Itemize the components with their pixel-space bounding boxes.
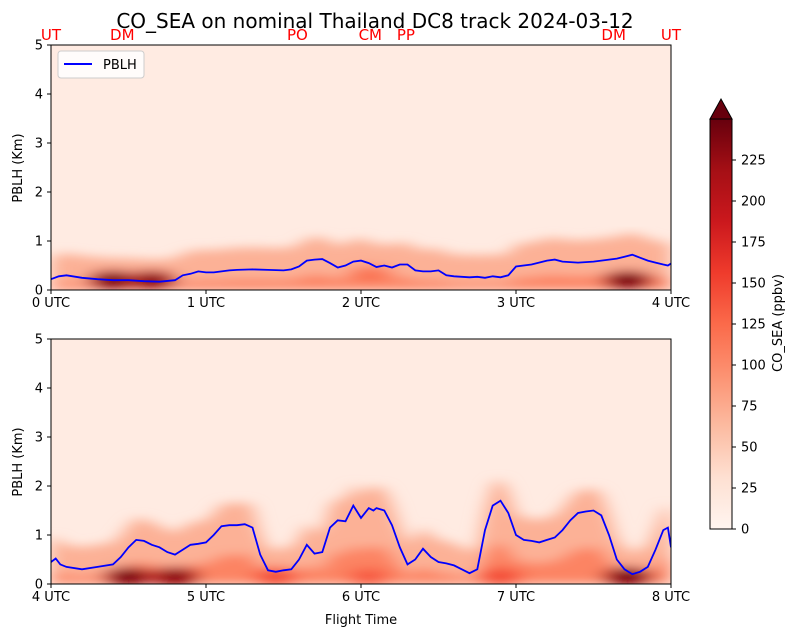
bottom-y-axis-label: PBLH (Km) — [11, 427, 26, 496]
boundary-layer-band — [51, 478, 671, 584]
colorbar-tick-label: 100 — [741, 359, 766, 374]
colorbar-tick-label: 200 — [741, 195, 766, 210]
colorbar-gradient — [709, 118, 733, 530]
legend: PBLH — [57, 50, 145, 79]
heatmap-hotspot — [354, 570, 383, 583]
y-tick-label: 3 — [35, 137, 43, 152]
site-label: PP — [397, 26, 415, 44]
legend-box — [57, 50, 145, 79]
y-tick-label: 0 — [35, 284, 43, 299]
x-tick-label: 7 UTC — [497, 590, 535, 605]
colorbar-ticks: 0 25 50 75 100 125 150 175 200 225 — [732, 154, 766, 538]
bottom-y-axis: 0 1 2 3 4 5 — [35, 333, 51, 593]
x-axis-label: Flight Time — [325, 613, 397, 628]
y-tick-label: 5 — [35, 333, 43, 348]
x-tick-label: 0 UTC — [32, 296, 70, 311]
heatmap-hotspot — [613, 274, 642, 287]
colorbar-tick-label: 75 — [741, 400, 758, 415]
colorbar-tick-label: 225 — [741, 154, 766, 169]
y-tick-label: 1 — [35, 529, 43, 544]
y-tick-label: 2 — [35, 186, 43, 201]
colorbar-tick-label: 50 — [741, 441, 758, 456]
colorbar-extend-max-icon — [709, 97, 733, 120]
top-y-axis-label: PBLH (Km) — [11, 133, 26, 202]
colorbar-tick-label: 175 — [741, 236, 766, 251]
x-tick-label: 1 UTC — [187, 296, 225, 311]
x-tick-label: 3 UTC — [497, 296, 535, 311]
x-tick-label: 8 UTC — [652, 590, 690, 605]
x-tick-label: 4 UTC — [652, 296, 690, 311]
x-tick-label: 2 UTC — [342, 296, 380, 311]
x-tick-label: 5 UTC — [187, 590, 225, 605]
bottom-panel: 4 UTC 5 UTC 6 UTC 7 UTC 8 UTC 0 1 2 3 4 5 PBLH (K… — [11, 333, 690, 629]
site-label: DM — [601, 26, 626, 44]
top-y-axis: 0 1 2 3 4 5 — [35, 39, 51, 299]
legend-pblh-label: PBLH — [103, 58, 137, 73]
site-label: CM — [359, 26, 382, 44]
colorbar: 0 25 50 75 100 125 150 175 200 225 CO_SEA (ppbv) — [709, 97, 786, 538]
pblh-line — [51, 499, 671, 576]
chart-title: CO_SEA on nominal Thailand DC8 track 202… — [116, 9, 633, 33]
site-label: UT — [661, 26, 682, 44]
top-pblh-layer — [51, 253, 671, 283]
colorbar-tick-label: 25 — [741, 482, 758, 497]
site-labels: UT DM PO CM PP DM UT — [41, 26, 682, 44]
heatmap-hotspot — [356, 269, 385, 282]
colorbar-label: CO_SEA (ppbv) — [771, 274, 786, 372]
colorbar-tick-label: 150 — [741, 277, 766, 292]
x-tick-label: 4 UTC — [32, 590, 70, 605]
y-tick-label: 0 — [35, 578, 43, 593]
heatmap-hotspot — [486, 570, 515, 583]
site-label: UT — [41, 26, 62, 44]
colorbar-tick-label: 0 — [741, 523, 749, 538]
top-x-axis: 0 UTC 1 UTC 2 UTC 3 UTC 4 UTC — [32, 290, 690, 311]
top-heatmap — [51, 45, 671, 290]
y-tick-label: 2 — [35, 480, 43, 495]
y-tick-label: 4 — [35, 382, 43, 397]
heatmap-hotspot — [114, 570, 143, 583]
top-panel: 0 UTC 1 UTC 2 UTC 3 UTC 4 UTC 0 1 2 3 4 5 UT DM PO C… — [11, 26, 690, 311]
colorbar-tick-label: 125 — [741, 318, 766, 333]
y-tick-label: 5 — [35, 39, 43, 54]
bottom-x-axis: 4 UTC 5 UTC 6 UTC 7 UTC 8 UTC — [32, 584, 690, 605]
bottom-heatmap — [51, 339, 671, 584]
site-label: DM — [110, 26, 135, 44]
heatmap-hotspot — [137, 274, 166, 287]
heatmap-field — [51, 478, 671, 584]
site-label: PO — [287, 26, 308, 44]
pblh-line — [51, 253, 671, 283]
y-tick-label: 1 — [35, 235, 43, 250]
x-tick-label: 6 UTC — [342, 590, 380, 605]
heatmap-hotspot — [161, 570, 189, 583]
heatmap-hotspot — [261, 570, 290, 583]
bottom-pblh-layer — [51, 499, 671, 576]
y-tick-label: 3 — [35, 431, 43, 446]
y-tick-label: 4 — [35, 88, 43, 103]
